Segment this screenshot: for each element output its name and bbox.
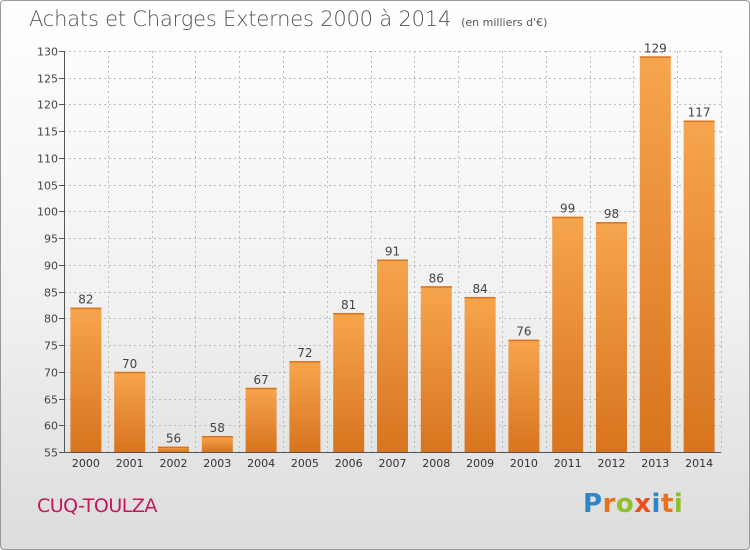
- logo-letter: x: [634, 489, 652, 519]
- bar-top-edge: [420, 286, 452, 288]
- logo-letter: r: [602, 489, 616, 519]
- data-labels: 82 70 56 58 67 72 81 91 86 84 76 99 98 129 117: [78, 41, 710, 445]
- bar-top-edge: [464, 296, 496, 299]
- bar-2007: [377, 259, 408, 452]
- y-tick-label: 65: [44, 394, 58, 407]
- y-tick-label: 75: [44, 340, 58, 353]
- logo-letter: o: [615, 489, 635, 519]
- y-tick-label: 125: [37, 73, 58, 86]
- bar-2008: [420, 286, 452, 452]
- y-tick-label: 105: [37, 180, 58, 193]
- data-label: 56: [166, 432, 181, 446]
- data-label: 86: [429, 271, 444, 285]
- x-tick-label: 2010: [510, 457, 538, 470]
- commune-name: CUQ-TOULZA: [37, 495, 157, 517]
- data-label: 70: [122, 357, 137, 371]
- y-tick-label: 85: [44, 287, 58, 300]
- data-label: 84: [472, 282, 487, 296]
- bar-top-edge: [377, 259, 408, 262]
- y-tick-label: 60: [44, 420, 58, 433]
- bar-2010: [508, 339, 540, 452]
- x-tick-label: 2014: [685, 457, 713, 470]
- bar-2012: [596, 222, 627, 452]
- x-tick-label: 2005: [291, 457, 319, 470]
- bar-top-edge: [70, 307, 102, 310]
- bar-top-edge: [201, 435, 233, 438]
- bar-top-edge: [289, 361, 321, 363]
- bars: [70, 56, 715, 453]
- x-tick-label: 2013: [641, 457, 669, 470]
- x-tick-label: 2001: [116, 457, 144, 470]
- bar-2013: [639, 56, 671, 452]
- logo-letter: i: [673, 489, 684, 519]
- x-tick-label: 2006: [335, 457, 363, 470]
- y-tick-label: 95: [44, 233, 58, 246]
- data-label: 81: [341, 298, 356, 312]
- bar-top-edge: [114, 371, 146, 374]
- chart-title: Achats et Charges Externes 2000 à 2014 (e…: [29, 7, 547, 31]
- bar-top-edge: [683, 120, 715, 123]
- logo-letter: P: [583, 489, 603, 519]
- data-label: 72: [297, 346, 312, 360]
- data-label: 67: [253, 373, 268, 387]
- x-tick-label: 2011: [554, 457, 582, 470]
- data-label: 98: [604, 207, 619, 221]
- bar-2005: [289, 361, 321, 452]
- y-tick-label: 100: [37, 206, 58, 219]
- bar-2003: [201, 435, 233, 452]
- data-label: 82: [78, 293, 93, 307]
- data-label: 58: [210, 421, 225, 435]
- x-tick-label: 2008: [422, 457, 450, 470]
- data-label: 91: [385, 245, 400, 259]
- bar-2009: [464, 296, 496, 452]
- y-tick-label: 55: [44, 447, 58, 460]
- axes: 55 60 65 70 75 80 85 90 95 100 105 110 115 120 125 130 2…: [37, 46, 721, 470]
- proxiti-logo: Proxiti: [583, 489, 683, 519]
- bar-2004: [245, 387, 277, 452]
- x-tick-label: 2007: [379, 457, 407, 470]
- bar-top-edge: [552, 216, 584, 219]
- x-tick-label: 2003: [203, 457, 231, 470]
- x-tick-label: 2002: [160, 457, 188, 470]
- bar-top-edge: [245, 387, 277, 390]
- y-tick-label: 115: [37, 126, 58, 139]
- y-tick-label: 130: [37, 46, 58, 59]
- y-tick-label: 70: [44, 367, 58, 380]
- data-label: 117: [688, 106, 711, 120]
- y-tick-label: 110: [37, 153, 58, 166]
- data-label: 76: [516, 325, 531, 339]
- y-tick-label: 90: [44, 260, 58, 273]
- bar-top-edge: [639, 56, 671, 58]
- bar-2006: [333, 312, 365, 452]
- x-tick-label: 2009: [466, 457, 494, 470]
- y-tick-label: 120: [37, 99, 58, 112]
- bar-top-edge: [158, 446, 189, 449]
- logo-letter: i: [651, 489, 661, 519]
- logo-letter: t: [660, 489, 674, 519]
- chart-title-text: Achats et Charges Externes 2000 à 2014: [29, 7, 452, 31]
- data-label: 99: [560, 202, 575, 216]
- bar-top-edge: [333, 312, 365, 315]
- bar-2014: [683, 120, 715, 453]
- x-tick-label: 2004: [247, 457, 275, 470]
- bar-top-edge: [596, 222, 627, 224]
- bar-2001: [114, 371, 146, 452]
- bar-2000: [70, 307, 102, 452]
- x-tick-label: 2012: [598, 457, 626, 470]
- x-tick-label: 2000: [72, 457, 100, 470]
- data-label: 129: [644, 41, 667, 55]
- y-tick-label: 80: [44, 313, 58, 326]
- bar-2002: [158, 446, 189, 452]
- bar-top-edge: [508, 339, 540, 342]
- bar-2011: [552, 216, 584, 452]
- chart-unit-note: (en milliers d'€): [461, 16, 548, 29]
